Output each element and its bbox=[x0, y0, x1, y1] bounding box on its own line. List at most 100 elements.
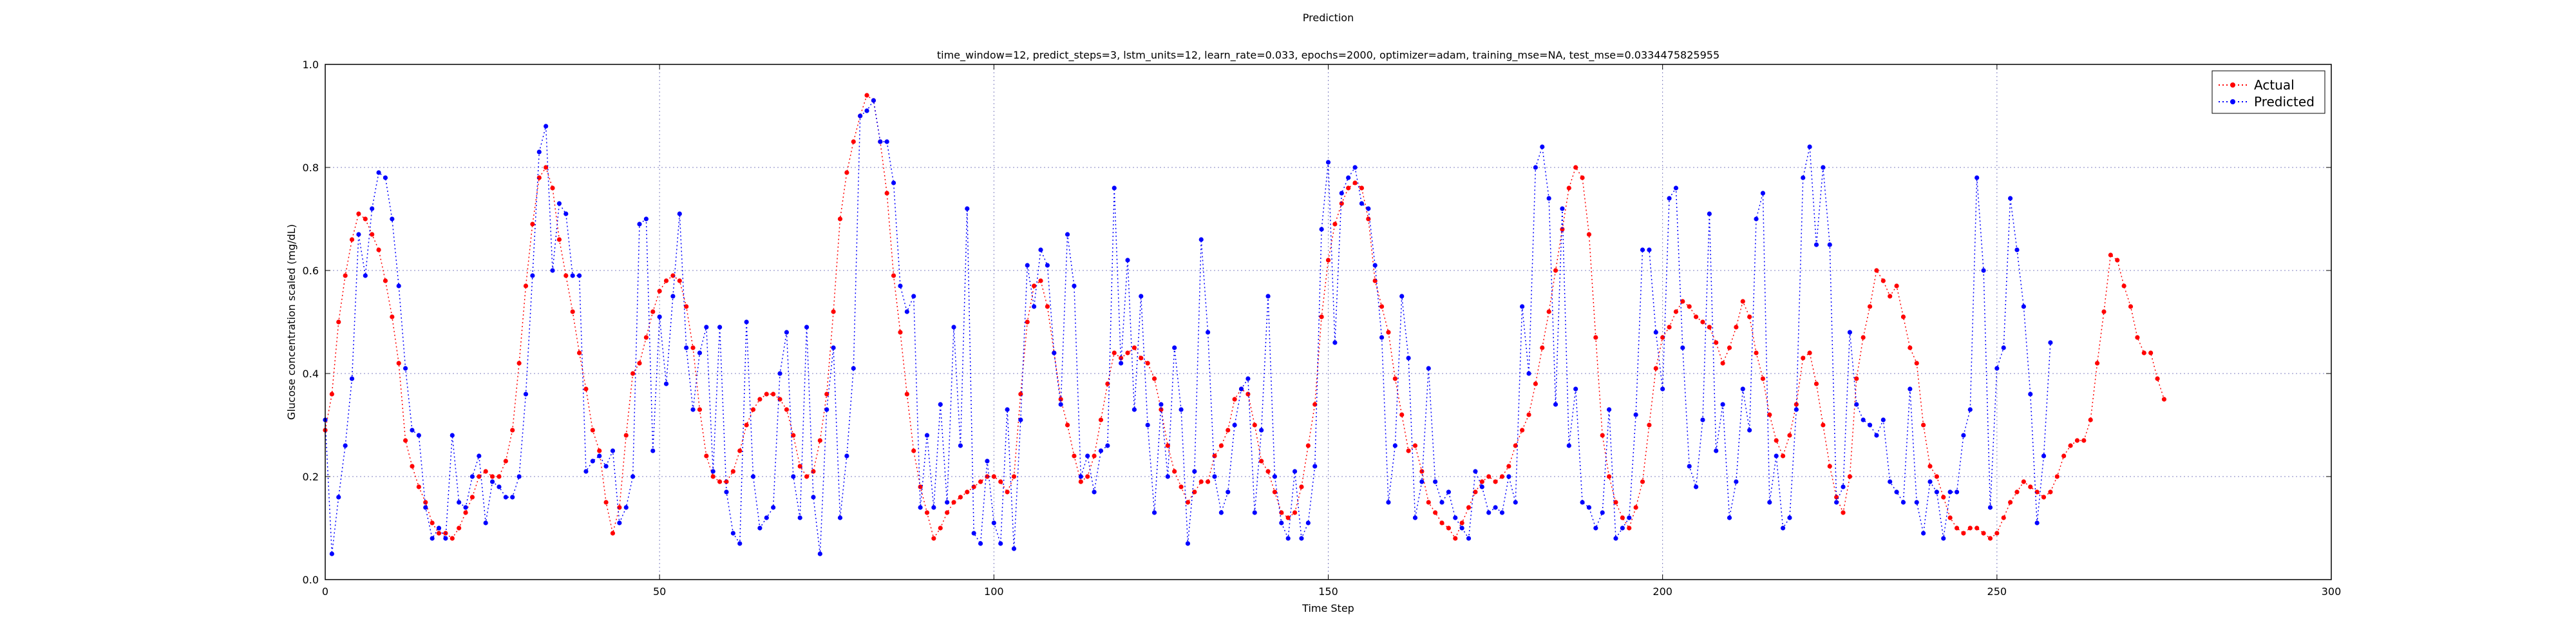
data-point-actual bbox=[1967, 526, 1973, 531]
data-point-predicted bbox=[1446, 489, 1451, 495]
data-point-predicted bbox=[1506, 474, 1511, 479]
data-point-actual bbox=[643, 335, 649, 340]
data-point-predicted bbox=[1720, 402, 1725, 407]
data-point-actual bbox=[1961, 531, 1966, 536]
data-point-actual bbox=[918, 484, 923, 489]
data-point-actual bbox=[564, 273, 569, 278]
data-point-actual bbox=[717, 479, 723, 484]
data-point-predicted bbox=[1540, 144, 1545, 149]
data-point-predicted bbox=[1339, 191, 1344, 196]
data-point-actual bbox=[1573, 165, 1578, 170]
data-point-actual bbox=[985, 474, 990, 479]
data-point-predicted bbox=[1419, 479, 1425, 484]
data-point-predicted bbox=[1573, 386, 1578, 392]
data-point-actual bbox=[1834, 495, 1839, 500]
data-point-actual bbox=[1279, 510, 1284, 515]
data-point-predicted bbox=[556, 201, 562, 206]
data-point-predicted bbox=[1165, 474, 1170, 479]
data-point-predicted bbox=[918, 505, 923, 510]
data-point-predicted bbox=[1546, 196, 1551, 201]
data-point-actual bbox=[2115, 258, 2120, 263]
data-point-actual bbox=[536, 175, 542, 180]
data-point-predicted bbox=[483, 520, 488, 526]
data-point-actual bbox=[650, 309, 656, 314]
data-point-predicted bbox=[891, 180, 896, 185]
data-point-predicted bbox=[1801, 175, 1806, 180]
data-point-predicted bbox=[1232, 422, 1237, 428]
data-point-actual bbox=[597, 448, 602, 453]
data-point-predicted bbox=[463, 505, 468, 510]
data-point-actual bbox=[1607, 474, 1612, 479]
data-point-actual bbox=[617, 505, 622, 510]
data-point-predicted bbox=[1700, 417, 1705, 422]
data-point-actual bbox=[1900, 314, 1906, 319]
data-point-predicted bbox=[1673, 185, 1679, 191]
data-point-predicted bbox=[991, 520, 996, 526]
data-point-predicted bbox=[757, 526, 762, 531]
data-point-actual bbox=[1854, 376, 1859, 381]
data-point-predicted bbox=[1714, 448, 1719, 453]
data-point-actual bbox=[1633, 505, 1638, 510]
data-point-actual bbox=[1975, 526, 1980, 531]
data-point-predicted bbox=[1867, 422, 1873, 428]
data-point-predicted bbox=[1466, 536, 1472, 541]
data-point-predicted bbox=[1439, 500, 1444, 505]
data-point-actual bbox=[938, 526, 943, 531]
data-point-actual bbox=[1754, 350, 1759, 355]
legend-box bbox=[2211, 70, 2325, 114]
data-point-predicted bbox=[650, 448, 656, 453]
data-point-predicted bbox=[911, 294, 916, 299]
data-point-actual bbox=[1954, 526, 1960, 531]
data-point-actual bbox=[971, 484, 976, 489]
data-point-actual bbox=[2008, 500, 2013, 505]
data-point-actual bbox=[1459, 520, 1464, 526]
data-point-predicted bbox=[1794, 407, 1799, 412]
data-point-predicted bbox=[1941, 536, 1946, 541]
data-point-actual bbox=[1172, 469, 1177, 474]
data-point-actual bbox=[1252, 422, 1257, 428]
data-point-predicted bbox=[724, 489, 729, 495]
y-tick-label-0: 0.0 bbox=[303, 574, 319, 586]
data-point-actual bbox=[1493, 479, 1498, 484]
data-point-actual bbox=[1206, 479, 1211, 484]
data-point-predicted bbox=[1908, 386, 1913, 392]
data-point-actual bbox=[2054, 474, 2060, 479]
data-point-actual bbox=[784, 407, 790, 412]
data-point-predicted bbox=[1647, 247, 1652, 252]
data-point-predicted bbox=[1774, 453, 1779, 459]
data-point-predicted bbox=[1018, 417, 1023, 422]
data-point-actual bbox=[771, 392, 776, 397]
data-point-predicted bbox=[2041, 453, 2047, 459]
data-point-actual bbox=[630, 371, 636, 376]
data-point-actual bbox=[1546, 309, 1551, 314]
data-point-predicted bbox=[1553, 402, 1558, 407]
data-point-actual bbox=[1426, 500, 1431, 505]
data-point-actual bbox=[457, 526, 462, 531]
data-point-predicted bbox=[1212, 474, 1217, 479]
data-point-predicted bbox=[1560, 206, 1565, 211]
data-point-predicted bbox=[1325, 160, 1331, 165]
data-point-actual bbox=[1132, 345, 1137, 350]
data-point-predicted bbox=[1633, 412, 1638, 417]
data-point-predicted bbox=[884, 139, 889, 144]
data-point-predicted bbox=[1058, 402, 1063, 407]
data-point-predicted bbox=[630, 474, 636, 479]
data-point-predicted bbox=[1392, 443, 1397, 448]
data-point-predicted bbox=[1399, 294, 1405, 299]
data-point-predicted bbox=[403, 366, 408, 371]
data-point-predicted bbox=[1292, 469, 1298, 474]
data-point-actual bbox=[1720, 361, 1725, 366]
data-point-actual bbox=[831, 309, 836, 314]
data-point-predicted bbox=[1159, 402, 1164, 407]
data-point-predicted bbox=[1112, 185, 1117, 191]
y-tick-label-5: 1.0 bbox=[303, 59, 319, 71]
data-point-actual bbox=[1399, 412, 1405, 417]
data-point-predicted bbox=[1880, 417, 1886, 422]
data-point-predicted bbox=[1206, 330, 1211, 335]
data-point-actual bbox=[2021, 479, 2026, 484]
data-point-actual bbox=[657, 289, 662, 294]
data-point-predicted bbox=[570, 273, 575, 278]
data-point-actual bbox=[1827, 464, 1832, 469]
data-point-actual bbox=[2048, 489, 2053, 495]
data-point-actual bbox=[1533, 381, 1538, 386]
